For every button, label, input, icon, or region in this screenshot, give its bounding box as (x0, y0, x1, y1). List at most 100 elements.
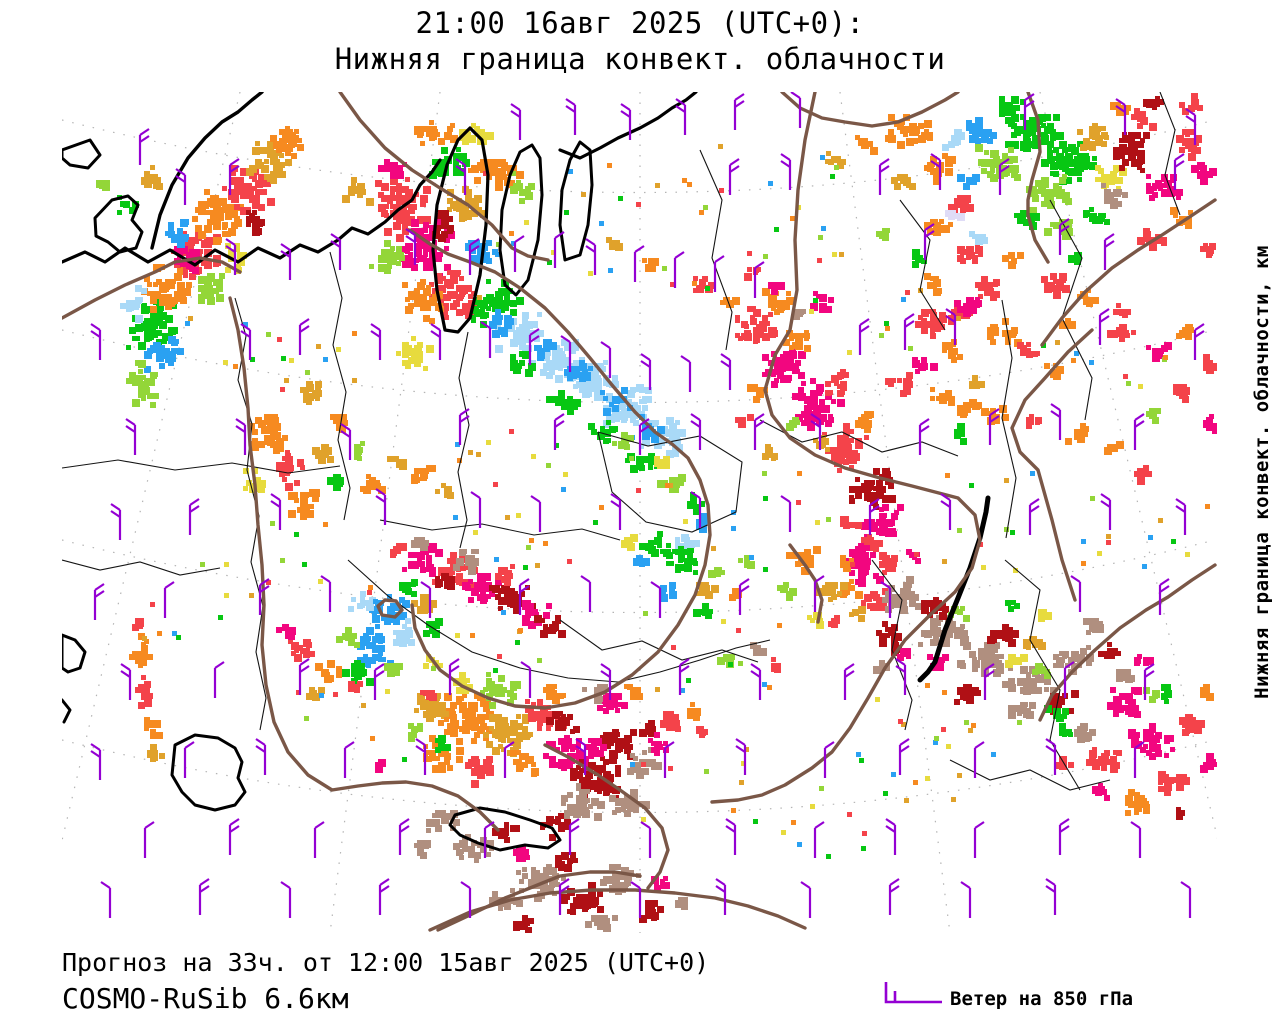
wind-barb (553, 231, 565, 268)
wind-barb (663, 741, 675, 778)
wind-barb (553, 413, 565, 450)
wind-barb (983, 663, 995, 700)
wind-barb (228, 818, 240, 855)
wind-barb (753, 413, 765, 450)
wind-barb (120, 663, 132, 700)
wind-barb (1058, 818, 1070, 855)
wind-barb (100, 881, 112, 918)
wind-barb (895, 658, 907, 695)
wind-barb (370, 323, 382, 360)
wind-barb (640, 821, 652, 858)
wind-barb (225, 238, 237, 275)
wind-barb (378, 878, 390, 915)
wind-barb (680, 355, 692, 392)
graticule-layer (62, 92, 1217, 933)
wind-barb (143, 821, 155, 858)
wind-barb (518, 578, 530, 615)
wind-barb (880, 581, 892, 618)
wind-barb (510, 103, 522, 140)
wind-barb (960, 881, 972, 918)
wind-barb (235, 418, 247, 455)
wind-barb (1063, 661, 1075, 698)
wind-barb (898, 738, 910, 775)
wind-barb (1045, 878, 1057, 915)
wind-barb (398, 818, 410, 855)
page-title-datetime: 21:00 16авг 2025 (UTC+0): (415, 6, 865, 40)
wind-legend-label: Ветер на 850 гПа (950, 988, 1134, 1010)
wind-barb (503, 741, 515, 778)
cloud-raster-layer (96, 93, 1217, 933)
wind-barb (735, 738, 747, 775)
wind-barb (715, 878, 727, 915)
wind-barb (728, 158, 740, 195)
wind-barb (988, 408, 1000, 445)
wind-barb (483, 821, 495, 858)
wind-barb (600, 663, 612, 700)
wind-barb (885, 818, 897, 855)
wind-barb (673, 251, 685, 288)
wind-barb (575, 738, 587, 775)
wind-barb (280, 243, 292, 280)
wind-barb (650, 581, 662, 618)
wind-barb (813, 821, 825, 858)
wind-barb (125, 418, 137, 455)
wind-barb (565, 98, 577, 135)
wind-barb (1143, 663, 1155, 700)
wind-barb (375, 488, 387, 525)
wind-barb (733, 93, 745, 130)
wind-barb-layer (90, 92, 1205, 918)
wind-barb (640, 353, 652, 390)
wind-barb (298, 318, 310, 355)
wind-barb (800, 881, 812, 918)
isobar-layer (62, 92, 1217, 932)
wind-barb (580, 575, 592, 612)
wind-barb (183, 741, 195, 778)
wind-barb (460, 881, 472, 918)
wind-barb (725, 818, 737, 855)
wind-barb (823, 741, 835, 778)
wind-barb (255, 738, 267, 775)
colorbar-axis-label: Нижняя граница конвект. облачности, км (1251, 245, 1273, 699)
wind-barb (373, 663, 385, 700)
wind-barb (558, 878, 570, 915)
wind-barb (1070, 575, 1082, 612)
wind-barb (1100, 493, 1112, 530)
wind-barb (270, 493, 282, 530)
wind-barb (1045, 738, 1057, 775)
wind-barb (1023, 93, 1035, 130)
wind-barb (780, 495, 792, 532)
wind-barb (415, 738, 427, 775)
wind-barb (973, 741, 985, 778)
wind-barb (868, 498, 880, 535)
wind-barb (720, 353, 732, 390)
wind-barb (528, 328, 540, 365)
wind-barb (163, 581, 175, 618)
wind-barb (1173, 153, 1185, 190)
wind-barb (480, 321, 492, 358)
map-canvas (62, 92, 1217, 933)
wind-barb (340, 423, 352, 460)
wind-barb (458, 408, 470, 445)
wind-barb (448, 658, 460, 695)
wind-barb (228, 158, 240, 195)
wind-barb (513, 235, 525, 272)
wind-barb (330, 233, 342, 270)
wind-barb (973, 821, 985, 858)
wind-barb (138, 128, 150, 165)
wind-barb (405, 228, 417, 265)
wind-barb (620, 103, 632, 140)
wind-barb (585, 238, 597, 275)
wind-barb (258, 578, 270, 615)
wind-barb (430, 323, 442, 360)
wind-barb (1133, 741, 1145, 778)
wind-barb (90, 743, 102, 780)
wind-barb (675, 98, 687, 135)
wind-barb (690, 491, 702, 528)
wind-barb (600, 341, 612, 378)
wind-barb (468, 238, 480, 275)
wind-barb (280, 881, 292, 918)
wind-barb (213, 661, 225, 698)
wind-barb (888, 878, 900, 915)
wind-barb (1098, 308, 1110, 345)
